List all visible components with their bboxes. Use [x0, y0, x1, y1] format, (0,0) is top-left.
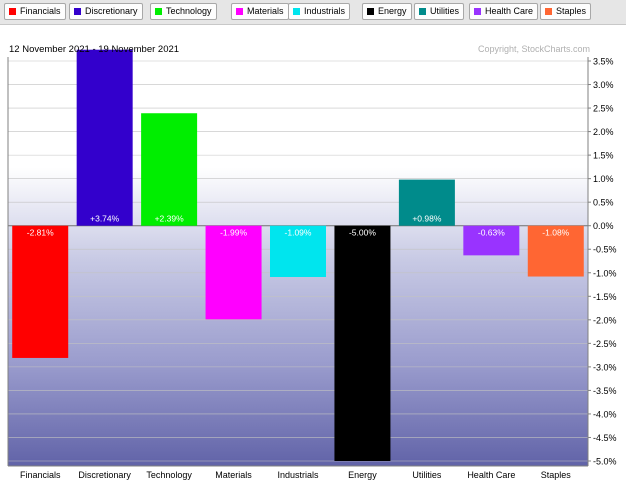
bar-value-label: -0.63%: [478, 228, 505, 238]
bar-financials: [12, 225, 69, 358]
legend-toggle-utilities[interactable]: Utilities: [414, 3, 465, 20]
y-tick-label: -2.5%: [593, 339, 617, 349]
legend-swatch: [74, 7, 81, 15]
x-category-label: Utilities: [412, 470, 442, 480]
legend-toggle-health-care[interactable]: Health Care: [469, 3, 539, 20]
x-category-label: Financials: [20, 470, 61, 480]
legend-label: Staples: [556, 6, 587, 16]
bar-value-label: -5.00%: [349, 228, 376, 238]
y-tick-label: -4.0%: [593, 409, 617, 419]
legend-toggle-discretionary[interactable]: Discretionary: [69, 3, 143, 20]
bar-discretionary: [76, 49, 133, 226]
legend-toggle-financials[interactable]: Financials: [4, 3, 66, 20]
legend-swatch: [367, 7, 374, 15]
legend-swatch: [419, 7, 426, 15]
y-tick-label: 1.5%: [593, 151, 614, 161]
legend-toggle-energy[interactable]: Energy: [362, 3, 412, 20]
x-category-label: Discretionary: [78, 470, 131, 480]
legend-swatch: [9, 7, 16, 15]
y-tick-label: 0.0%: [593, 221, 614, 231]
legend-swatch: [236, 7, 243, 15]
copyright-notice: Copyright, StockCharts.com: [478, 44, 590, 54]
y-tick-label: -3.0%: [593, 362, 617, 372]
legend-swatch: [474, 7, 481, 15]
legend-label: Utilities: [430, 6, 460, 16]
legend-label: Discretionary: [85, 6, 138, 16]
legend-toggle-industrials[interactable]: Industrials: [288, 3, 351, 20]
y-tick-label: 2.0%: [593, 127, 614, 137]
y-tick-label: -5.0%: [593, 457, 617, 467]
x-category-label: Health Care: [467, 470, 515, 480]
bar-energy: [334, 225, 391, 461]
x-category-label: Industrials: [277, 470, 319, 480]
x-category-label: Staples: [541, 470, 572, 480]
bar-health-care: [463, 225, 520, 256]
legend-label: Materials: [247, 6, 284, 16]
bar-value-label: +0.98%: [412, 214, 442, 224]
legend-label: Industrials: [304, 6, 346, 16]
y-tick-label: -3.5%: [593, 386, 617, 396]
bars: [12, 49, 584, 461]
y-tick-label: -2.0%: [593, 315, 617, 325]
bar-value-label: -1.09%: [285, 228, 312, 238]
bar-materials: [205, 225, 262, 320]
bar-value-label: -2.81%: [27, 228, 54, 238]
y-tick-label: 2.5%: [593, 104, 614, 114]
y-tick-label: -1.0%: [593, 268, 617, 278]
data-labels: -2.81% +3.74% +2.39% -1.99% -1.09% -5.00% +0.9…: [27, 214, 570, 238]
legend-swatch: [155, 7, 162, 15]
y-tick-label: -1.5%: [593, 292, 617, 302]
legend-toggle-technology[interactable]: Technology: [150, 3, 217, 20]
legend-label: Technology: [166, 6, 212, 16]
y-tick-label: 0.5%: [593, 198, 614, 208]
y-axis-ticks: 3.5% 3.0% 2.5% 2.0% 1.5% 1.0% 0.5% 0.0% -0.5% -1.…: [588, 57, 617, 467]
x-category-label: Technology: [146, 470, 192, 480]
bar-value-label: -1.99%: [220, 228, 247, 238]
legend-label: Energy: [378, 6, 407, 16]
legend-label: Financials: [20, 6, 61, 16]
y-tick-label: 3.5%: [593, 57, 614, 67]
legend-swatch: [293, 7, 300, 15]
bar-technology: [141, 113, 198, 226]
y-tick-label: 3.0%: [593, 80, 614, 90]
bar-industrials: [270, 225, 326, 277]
x-category-label: Materials: [215, 470, 252, 480]
x-axis-categories: Financials Discretionary Technology Materia…: [20, 470, 571, 480]
bar-value-label: +2.39%: [155, 214, 185, 224]
x-category-label: Energy: [348, 470, 377, 480]
legend-label: Health Care: [485, 6, 534, 16]
bar-value-label: -1.08%: [542, 228, 569, 238]
chart-date-range: 12 November 2021 - 19 November 2021: [9, 44, 179, 55]
legend-bar: Financials Discretionary Technology Materia…: [0, 0, 626, 25]
legend-swatch: [545, 7, 552, 15]
bar-value-label: +3.74%: [90, 214, 120, 224]
y-tick-label: -0.5%: [593, 245, 617, 255]
y-tick-label: -4.5%: [593, 433, 617, 443]
bar-utilities: [398, 179, 455, 226]
y-tick-label: 1.0%: [593, 174, 614, 184]
bar-staples: [527, 225, 584, 277]
legend-toggle-staples[interactable]: Staples: [540, 3, 592, 20]
